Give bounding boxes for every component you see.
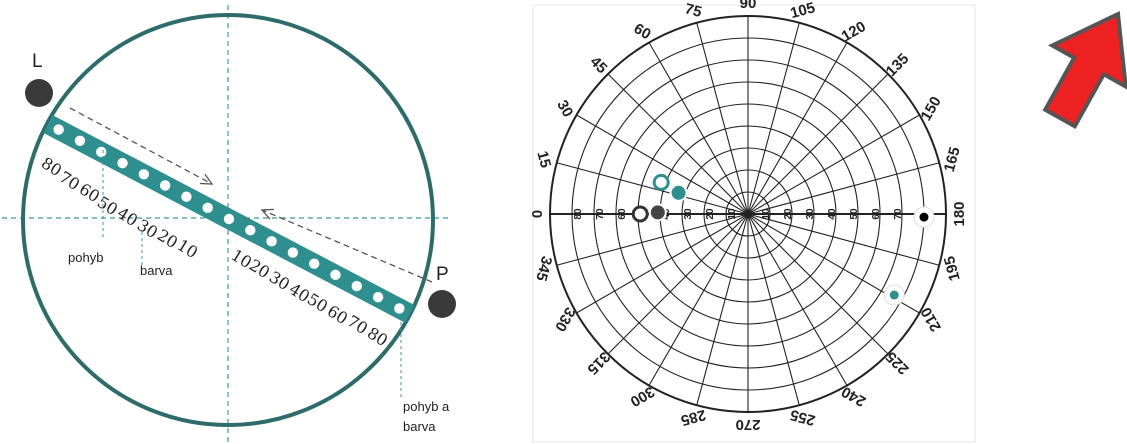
spoke-240 xyxy=(747,213,848,386)
right-marker-dot xyxy=(428,290,456,318)
spoke-195 xyxy=(747,213,940,266)
perimeter-ring xyxy=(21,13,435,427)
angle-label-75: 75 xyxy=(683,0,704,21)
bar-hole xyxy=(181,191,192,202)
bar-hole xyxy=(138,169,150,180)
color-callout: barva xyxy=(140,263,173,278)
spoke-15 xyxy=(556,162,749,215)
spoke-150 xyxy=(747,114,920,215)
angle-label-105: 105 xyxy=(788,0,817,22)
spoke-135 xyxy=(747,73,889,215)
spoke-60 xyxy=(648,42,749,215)
spoke-315 xyxy=(607,213,749,355)
radial-label-right-60: 60 xyxy=(871,208,882,220)
red-arrow-icon[interactable] xyxy=(1042,10,1127,130)
bar-hole xyxy=(74,135,86,146)
angle-label-60: 60 xyxy=(631,20,654,43)
motion-arrow-up xyxy=(261,209,433,283)
spoke-285 xyxy=(696,213,749,406)
motion-color-callout-line1: pohyb a xyxy=(403,399,450,414)
spoke-30 xyxy=(576,114,749,215)
motion-callout: pohyb xyxy=(68,250,103,265)
spoke-165 xyxy=(747,162,940,215)
radial-label-right-30: 30 xyxy=(805,208,816,220)
right-marker-label: P xyxy=(436,264,449,285)
radial-label-left-20: 20 xyxy=(705,208,716,220)
radial-label-left-10: 10 xyxy=(727,208,738,220)
radial-label-right-50: 50 xyxy=(849,208,860,220)
bar-hole xyxy=(159,180,171,191)
bar-hole xyxy=(117,157,128,169)
spoke-225 xyxy=(747,213,889,355)
spoke-105 xyxy=(747,22,800,215)
point-open-dark xyxy=(631,205,649,223)
angle-label-15: 15 xyxy=(533,149,554,170)
spoke-330 xyxy=(576,213,749,314)
bar-hole xyxy=(330,269,341,281)
motion-arrow-up-head xyxy=(260,208,275,220)
red-arrow-shape[interactable] xyxy=(1042,10,1127,130)
bar-hole xyxy=(266,236,277,247)
point-edge-teal xyxy=(889,290,899,300)
angle-label-195: 195 xyxy=(941,254,964,283)
radial-label-right-10: 10 xyxy=(761,208,772,220)
point-open-teal xyxy=(652,173,670,191)
bar-hole xyxy=(202,202,213,214)
bar-hole xyxy=(394,303,405,314)
bar-hole xyxy=(351,280,362,292)
motion-arrow-down-head xyxy=(199,173,214,185)
spoke-255 xyxy=(747,213,800,406)
angle-label-30: 30 xyxy=(553,97,576,120)
radial-label-left-70: 70 xyxy=(595,208,606,220)
bar-hole xyxy=(287,247,299,258)
angle-label-180: 180 xyxy=(951,201,968,226)
bar-hole xyxy=(372,292,384,303)
spoke-345 xyxy=(556,213,749,266)
radial-label-right-70: 70 xyxy=(893,208,904,220)
angle-label-270: 270 xyxy=(735,416,760,433)
angle-label-255: 255 xyxy=(788,406,817,429)
radial-label-right-40: 40 xyxy=(827,208,838,220)
bar-hole xyxy=(308,258,320,269)
angle-label-165: 165 xyxy=(941,145,964,174)
bar-hole xyxy=(96,146,107,158)
angle-label-90: 90 xyxy=(740,0,757,12)
motion-color-callout-line2: barva xyxy=(403,419,436,434)
radial-label-left-80: 80 xyxy=(573,208,584,220)
point-filled-teal xyxy=(669,183,688,202)
angle-label-0: 0 xyxy=(528,210,545,218)
left-marker-label: L xyxy=(32,51,43,72)
angle-label-285: 285 xyxy=(679,406,708,429)
radial-label-right-20: 20 xyxy=(783,208,794,220)
bar-hole xyxy=(223,213,235,225)
spoke-120 xyxy=(747,42,848,215)
point-edge-black xyxy=(919,212,929,222)
left-marker-dot xyxy=(25,79,53,107)
angle-label-345: 345 xyxy=(532,254,555,283)
spoke-75 xyxy=(696,22,749,215)
polar-perimetry-chart: 1010202030304040505060607070808001530456… xyxy=(528,0,976,443)
spoke-45 xyxy=(607,73,749,215)
spoke-300 xyxy=(648,213,749,386)
radial-label-left-60: 60 xyxy=(617,208,628,220)
motion-arrow-down xyxy=(69,107,213,185)
bar-hole xyxy=(245,224,256,236)
radial-label-left-30: 30 xyxy=(683,208,694,220)
point-filled-dark xyxy=(648,203,667,222)
bar-hole xyxy=(53,124,64,135)
